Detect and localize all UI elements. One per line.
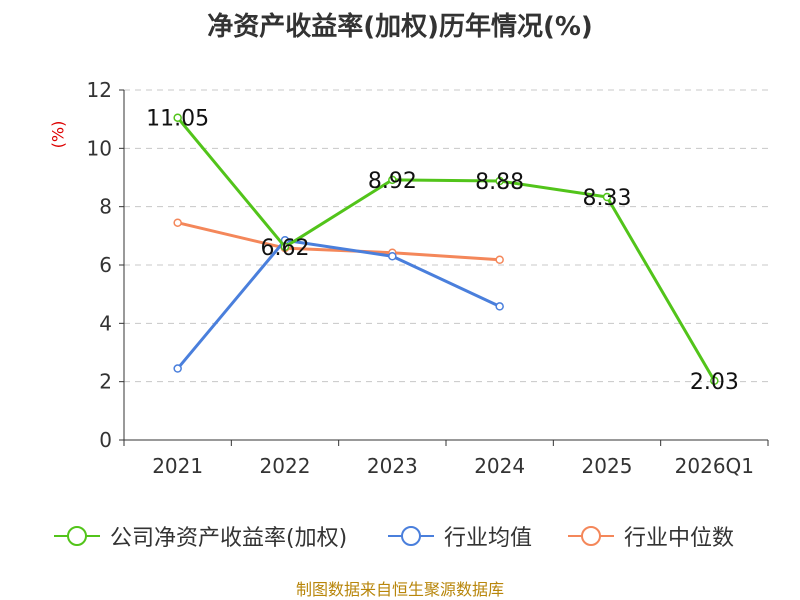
series-line: [176, 238, 501, 370]
data-label: 8.33: [583, 186, 632, 211]
data-point: [495, 255, 504, 264]
x-tick-label: 2022: [260, 454, 311, 478]
y-tick-label: 4: [99, 311, 112, 335]
legend-item[interactable]: 行业均值: [386, 518, 532, 554]
data-label: 11.05: [146, 107, 209, 132]
x-tick-label: 2021: [152, 454, 203, 478]
data-point: [388, 175, 397, 185]
data-point: [173, 113, 182, 122]
data-point: [388, 252, 397, 261]
legend-label: 公司净资产收益率(加权): [110, 526, 348, 551]
data-label: 2.03: [690, 370, 739, 395]
data-point: [495, 176, 504, 186]
legend-marker-icon: [54, 526, 100, 546]
legend-marker-icon: [388, 526, 434, 546]
data-point: [602, 192, 612, 202]
legend-label: 行业均值: [444, 526, 533, 551]
data-label: 8.88: [475, 170, 524, 195]
data-label: 6.62: [261, 236, 310, 261]
legend-item[interactable]: 行业中位数: [566, 518, 734, 554]
data-label: 8.92: [368, 169, 417, 194]
y-tick-label: 2: [99, 370, 112, 394]
series-line: [176, 116, 716, 382]
data-source-footer: 制图数据来自恒生聚源数据库: [295, 580, 504, 599]
data-point: [173, 218, 182, 227]
x-tick-label: 2025: [582, 454, 633, 478]
data-point: [495, 302, 504, 311]
x-tick-label: 2023: [367, 454, 418, 478]
data-point: [280, 242, 290, 252]
legend: 公司净资产收益率(加权) 行业均值 行业中位数: [0, 518, 800, 558]
y-tick-label: 10: [87, 136, 112, 160]
y-tick-label: 6: [99, 253, 112, 277]
chart-title: 净资产收益率(加权)历年情况(%): [207, 12, 593, 42]
x-tick-label: 2024: [474, 454, 525, 478]
legend-item[interactable]: 公司净资产收益率(加权): [52, 518, 347, 554]
x-tick-label: 2026Q1: [675, 454, 754, 478]
y-tick-label: 8: [99, 195, 112, 219]
legend-marker-icon: [568, 526, 614, 546]
series-line: [177, 221, 500, 262]
data-point: [710, 376, 719, 386]
y-tick-label: 0: [99, 428, 112, 452]
line-chart: 0 2 4 6 8 10 12 2021 2022 2023 2024 2025 2026Q1 11.05…: [87, 78, 769, 478]
data-point: [173, 364, 182, 373]
y-tick-label: 12: [87, 78, 112, 102]
legend-label: 行业中位数: [624, 526, 735, 551]
